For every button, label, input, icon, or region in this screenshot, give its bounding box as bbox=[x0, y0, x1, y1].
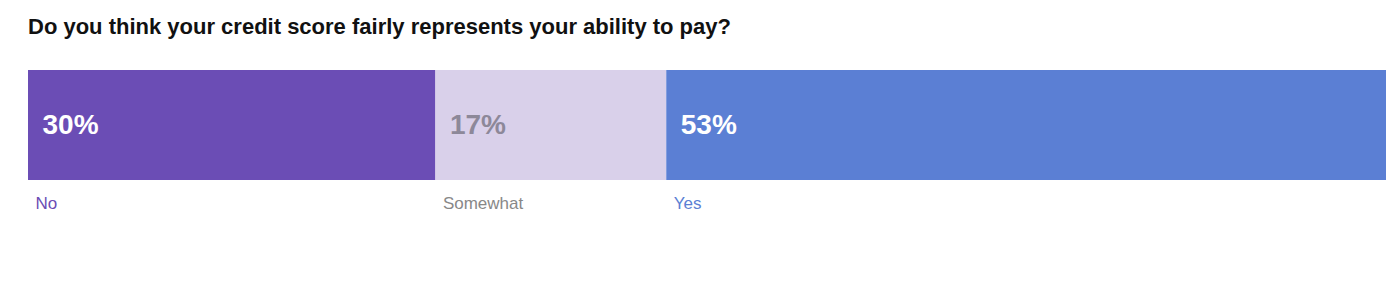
svg-text:No: No bbox=[36, 194, 58, 213]
svg-text:Yes: Yes bbox=[674, 194, 702, 213]
svg-text:30%: 30% bbox=[43, 109, 99, 140]
svg-text:17%: 17% bbox=[450, 109, 506, 140]
svg-text:Somewhat: Somewhat bbox=[443, 194, 524, 213]
html-text:Do you think your credit score: Do you think your credit score fairly re… bbox=[28, 14, 731, 39]
svg-text:53%: 53% bbox=[681, 109, 737, 140]
